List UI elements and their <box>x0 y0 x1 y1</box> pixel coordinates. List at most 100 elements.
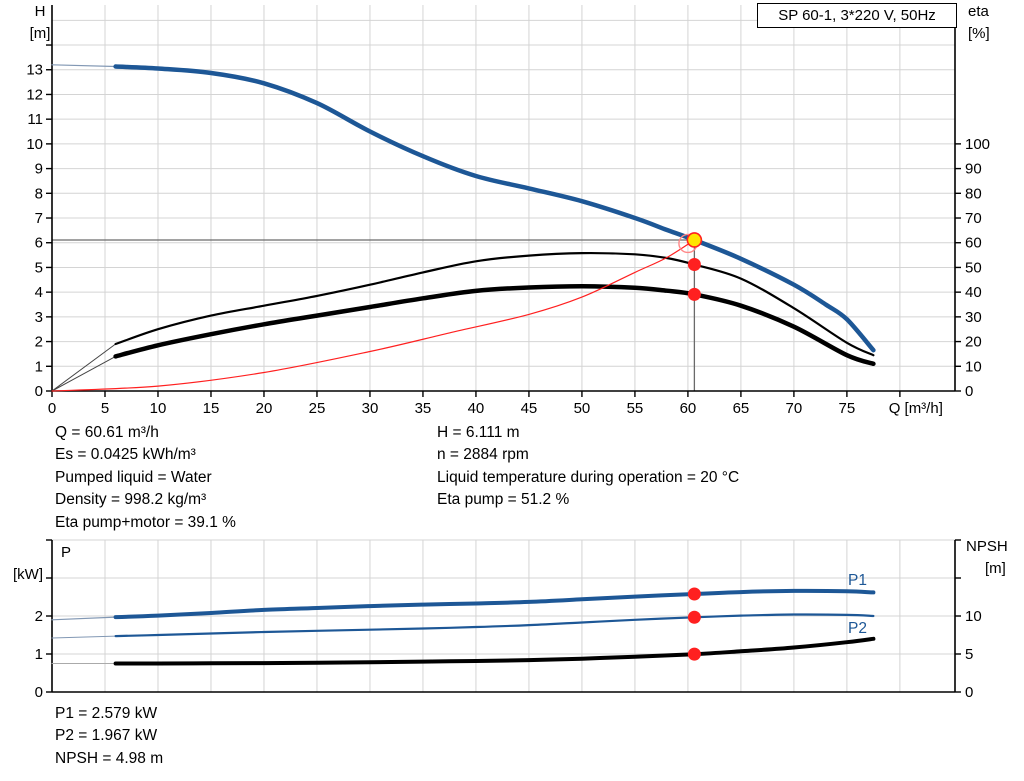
right-axis-tick-label: 0 <box>965 383 973 400</box>
left-axis-tick-label: 2 <box>35 334 43 351</box>
operating-point-dot[interactable] <box>687 257 701 271</box>
right-axis-title: eta <box>968 3 990 20</box>
operating-point-dot[interactable] <box>687 287 701 301</box>
left-axis-tick-label: 9 <box>35 161 43 178</box>
x-axis-tick-label: 70 <box>786 400 803 417</box>
right-axis-tick-label: 50 <box>965 259 982 276</box>
right-axis-tick-label: 60 <box>965 235 982 252</box>
operating-point-dot[interactable] <box>687 610 701 624</box>
right-axis-tick-label: 5 <box>965 646 973 663</box>
axes: 0 1 2 0 5 10 P [kW] NPSH [m] <box>13 538 1008 701</box>
x-axis-tick-label: 60 <box>680 400 697 417</box>
info-speed: n = 2884 rpm <box>437 446 529 464</box>
result-npsh: NPSH = 4.98 m <box>55 749 164 767</box>
info-density: Density = 998.2 kg/m³ <box>55 491 207 509</box>
left-axis-tick-label: 5 <box>35 259 43 276</box>
x-axis-tick-label: 65 <box>733 400 750 417</box>
left-axis-tick-label: 6 <box>35 235 43 252</box>
result-p1: P1 = 2.579 kW <box>55 705 158 722</box>
p1-curve-lead[interactable] <box>51 616 117 621</box>
left-axis-tick-label: 12 <box>26 86 43 103</box>
x-axis-tick-label: 0 <box>48 400 56 417</box>
axes: 0123456789101112130102030405060708090100… <box>26 3 990 417</box>
power-results-panel: P1 = 2.579 kW P2 = 1.967 kW NPSH = 4.98 … <box>55 703 163 770</box>
x-axis-tick-label: 5 <box>101 400 109 417</box>
left-axis-tick-label: 1 <box>35 646 43 663</box>
left-axis-tick-label: 7 <box>35 210 43 227</box>
info-eta-pump: Eta pump = 51.2 % <box>437 491 570 509</box>
right-axis-tick-label: 10 <box>965 358 982 375</box>
x-axis-tick-label: 20 <box>256 400 273 417</box>
right-axis-title: NPSH <box>966 538 1008 555</box>
info-specific-energy: Es = 0.0425 kWh/m³ <box>55 446 196 464</box>
info-flow: Q = 60.61 m³/h <box>55 424 159 441</box>
left-axis-tick-label: 13 <box>26 62 43 79</box>
x-axis-tick-label: 45 <box>521 400 538 417</box>
right-axis-tick-label: 20 <box>965 334 982 351</box>
x-axis-tick-label: 55 <box>627 400 644 417</box>
system-curve[interactable] <box>51 239 695 392</box>
left-axis-unit: [kW] <box>13 566 43 583</box>
x-axis-tick-label: 25 <box>309 400 326 417</box>
left-axis-tick-label: 11 <box>27 111 43 128</box>
x-axis-tick-label: 75 <box>839 400 856 417</box>
left-axis-title: H <box>35 3 46 20</box>
left-axis-title: P <box>61 544 71 561</box>
gridlines <box>52 5 955 391</box>
x-axis-tick-label: 10 <box>150 400 167 417</box>
right-axis-tick-label: 100 <box>965 136 990 153</box>
left-axis-tick-label: 0 <box>35 684 43 701</box>
info-liquid-temperature: Liquid temperature during operation = 20… <box>437 468 740 486</box>
eta-pump-motor-curve[interactable] <box>113 283 876 367</box>
pump-model-text: SP 60-1, 3*220 V, 50Hz <box>778 7 936 24</box>
right-axis-tick-label: 80 <box>965 185 982 202</box>
right-axis-unit: [%] <box>968 25 990 42</box>
p2-curve[interactable] <box>114 613 875 638</box>
x-axis-tick-label: 35 <box>415 400 432 417</box>
right-axis-tick-label: 0 <box>965 684 973 701</box>
left-axis-tick-label: 1 <box>35 358 43 375</box>
curve-label-p1: P1 <box>848 572 867 589</box>
left-axis-unit: [m] <box>30 25 51 42</box>
left-axis-tick-label: 3 <box>35 309 43 326</box>
right-axis-unit: [m] <box>985 560 1006 577</box>
operating-point-dot[interactable] <box>687 647 701 661</box>
head-curve[interactable] <box>113 64 876 353</box>
curve-label-p2: P2 <box>848 620 867 637</box>
info-pumped-liquid: Pumped liquid = Water <box>55 468 212 486</box>
right-axis-tick-label: 90 <box>965 161 982 178</box>
info-eta-pump-motor: Eta pump+motor = 39.1 % <box>55 513 236 531</box>
power-npsh-chart[interactable]: 0 1 2 0 5 10 P [kW] NPSH [m] P1 P2 <box>13 538 1008 701</box>
right-axis-tick-label: 30 <box>965 309 982 326</box>
left-axis-tick-label: 10 <box>26 136 43 153</box>
right-axis-tick-label: 40 <box>965 284 982 301</box>
p1-curve[interactable] <box>113 588 876 620</box>
x-axis-tick-label: 50 <box>574 400 591 417</box>
duty-info-right-column: H = 6.111 m n = 2884 rpm Liquid temperat… <box>437 422 739 512</box>
x-axis-tick-label: 40 <box>468 400 485 417</box>
right-axis-tick-label: 70 <box>965 210 982 227</box>
left-axis-tick-label: 2 <box>35 608 43 625</box>
operating-point-dot[interactable] <box>687 587 701 601</box>
x-axis-title: Q [m³/h] <box>889 400 943 417</box>
left-axis-tick-label: 4 <box>35 284 43 301</box>
left-axis-tick-label: 8 <box>35 185 43 202</box>
duty-info-left-column: Q = 60.61 m³/h Es = 0.0425 kWh/m³ Pumped… <box>55 422 236 534</box>
p2-curve-lead[interactable] <box>51 635 117 639</box>
x-axis-tick-label: 30 <box>362 400 379 417</box>
eta-pump-motor-curve-lead[interactable] <box>51 355 117 392</box>
right-axis-tick-label: 10 <box>965 608 982 625</box>
head-curve-lead[interactable] <box>51 64 117 68</box>
x-axis-tick-label: 15 <box>203 400 220 417</box>
npsh-curve[interactable] <box>113 636 876 666</box>
pump-model-badge: SP 60-1, 3*220 V, 50Hz <box>757 3 957 28</box>
duty-point-dot[interactable] <box>686 232 703 248</box>
eta-pump-curve-lead[interactable] <box>51 343 117 392</box>
result-p2: P2 = 1.967 kW <box>55 727 158 745</box>
hq-eta-chart[interactable]: 0123456789101112130102030405060708090100… <box>26 3 990 417</box>
left-axis-tick-label: 0 <box>35 383 43 400</box>
eta-pump-curve[interactable] <box>114 251 875 357</box>
info-head: H = 6.111 m <box>437 424 520 441</box>
